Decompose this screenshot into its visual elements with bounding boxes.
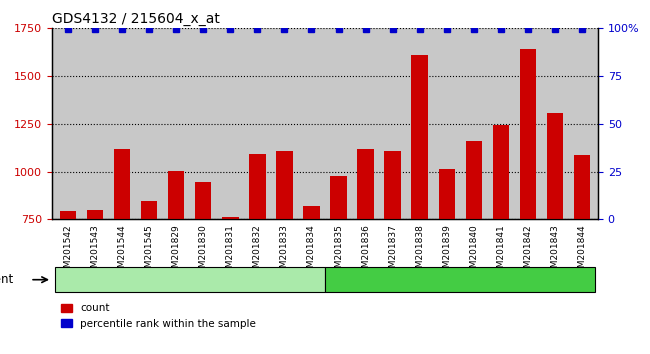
Bar <box>411 55 428 354</box>
Bar <box>87 211 103 354</box>
Bar <box>384 151 400 354</box>
Text: pioglilazone: pioglilazone <box>424 273 496 286</box>
Bar <box>547 113 563 354</box>
Bar <box>330 176 346 354</box>
Bar <box>60 211 76 354</box>
Bar <box>358 149 374 354</box>
Bar <box>250 154 266 354</box>
Bar <box>519 49 536 354</box>
Bar <box>222 217 239 354</box>
Bar <box>195 182 211 354</box>
Bar <box>304 206 320 354</box>
Bar <box>493 125 509 354</box>
Text: GDS4132 / 215604_x_at: GDS4132 / 215604_x_at <box>52 12 220 26</box>
Bar <box>574 155 590 354</box>
Bar <box>465 141 482 354</box>
Bar <box>141 201 157 354</box>
Text: agent: agent <box>0 273 14 286</box>
Bar <box>114 149 131 354</box>
Bar <box>276 151 292 354</box>
Bar <box>168 171 185 354</box>
FancyBboxPatch shape <box>325 267 595 292</box>
Bar <box>439 169 455 354</box>
FancyBboxPatch shape <box>55 267 325 292</box>
Legend: count, percentile rank within the sample: count, percentile rank within the sample <box>57 299 260 333</box>
Text: pretreatment: pretreatment <box>150 273 229 286</box>
